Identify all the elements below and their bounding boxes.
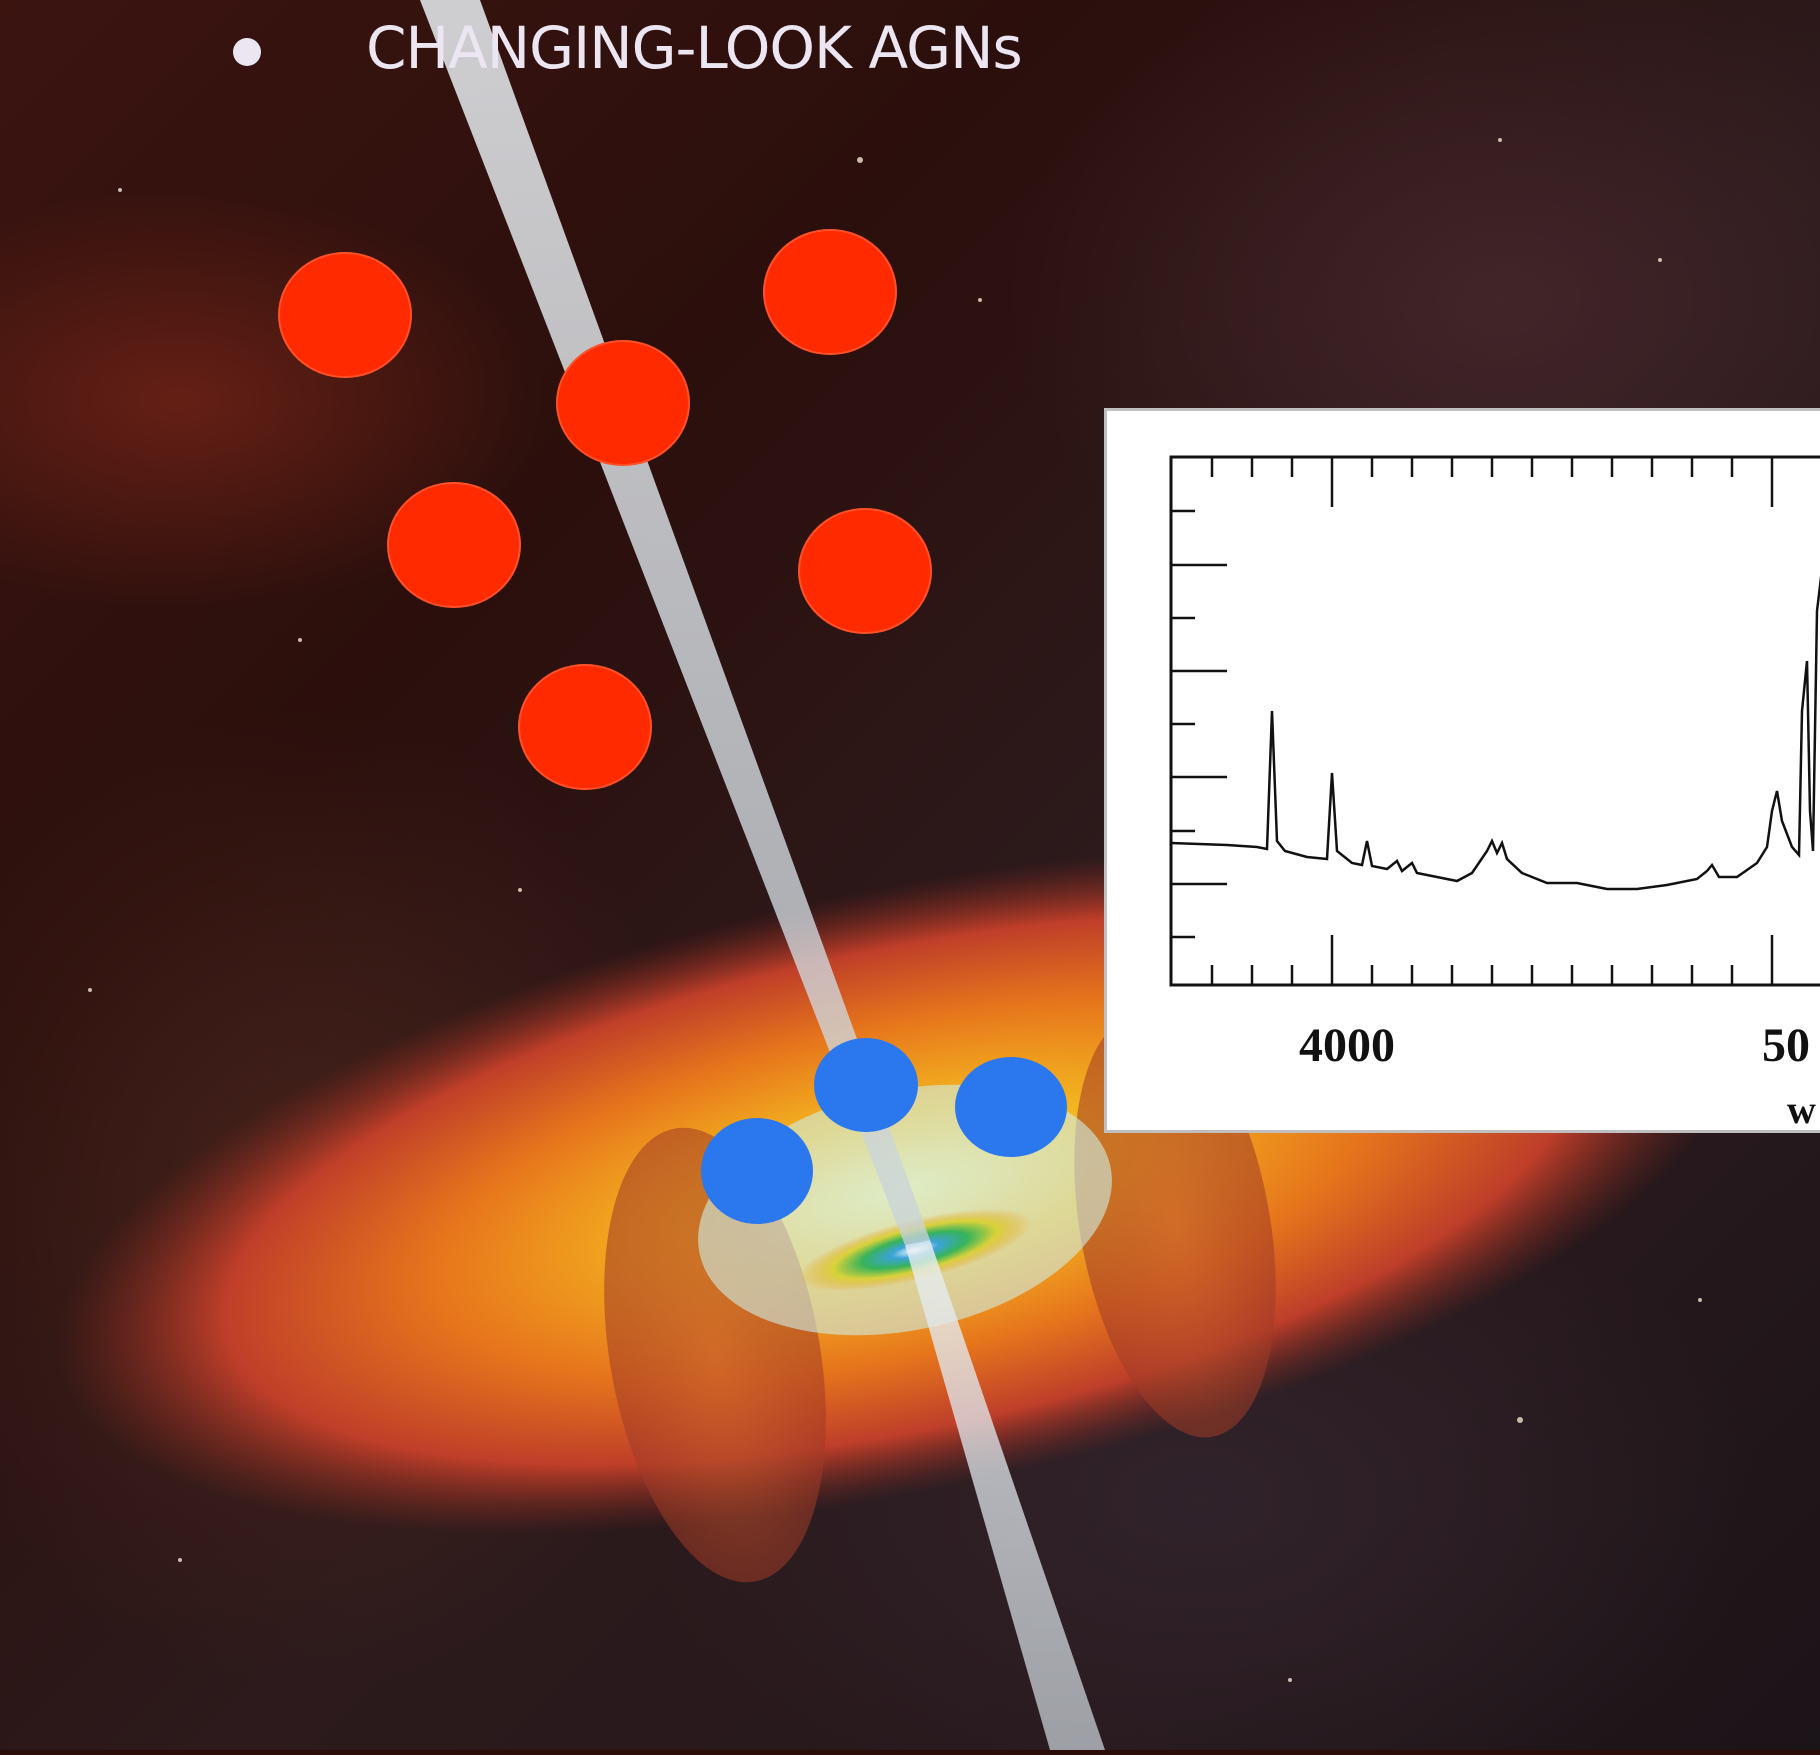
blue-cloud-dot xyxy=(701,1118,813,1224)
bullet-point xyxy=(233,38,261,66)
x-tick-label-partial: 50 xyxy=(1762,1019,1810,1072)
plot-frame xyxy=(1169,455,1820,987)
x-tick-label-4000: 4000 xyxy=(1299,1019,1395,1072)
top-ticks xyxy=(1210,457,1774,507)
red-cloud-dot xyxy=(798,508,932,634)
red-cloud-dot xyxy=(518,664,652,790)
red-cloud-dot xyxy=(763,229,897,355)
red-cloud-dot xyxy=(556,340,690,466)
red-cloud-dot xyxy=(387,482,521,608)
slide-title: CHANGING-LOOK AGNs xyxy=(366,14,1023,82)
blue-cloud-dot xyxy=(814,1038,918,1132)
blue-cloud-dot xyxy=(955,1057,1067,1157)
spectrum-plot: 4000 50 w xyxy=(1169,455,1820,1132)
x-axis-label-partial: w xyxy=(1787,1087,1816,1132)
spectrum-line xyxy=(1170,575,1820,891)
spectrum-inset: 4000 50 w xyxy=(1104,408,1820,1133)
red-cloud-dot xyxy=(278,252,412,378)
bottom-ticks xyxy=(1210,935,1774,985)
left-ticks xyxy=(1171,509,1227,939)
star-field xyxy=(88,138,1702,1682)
